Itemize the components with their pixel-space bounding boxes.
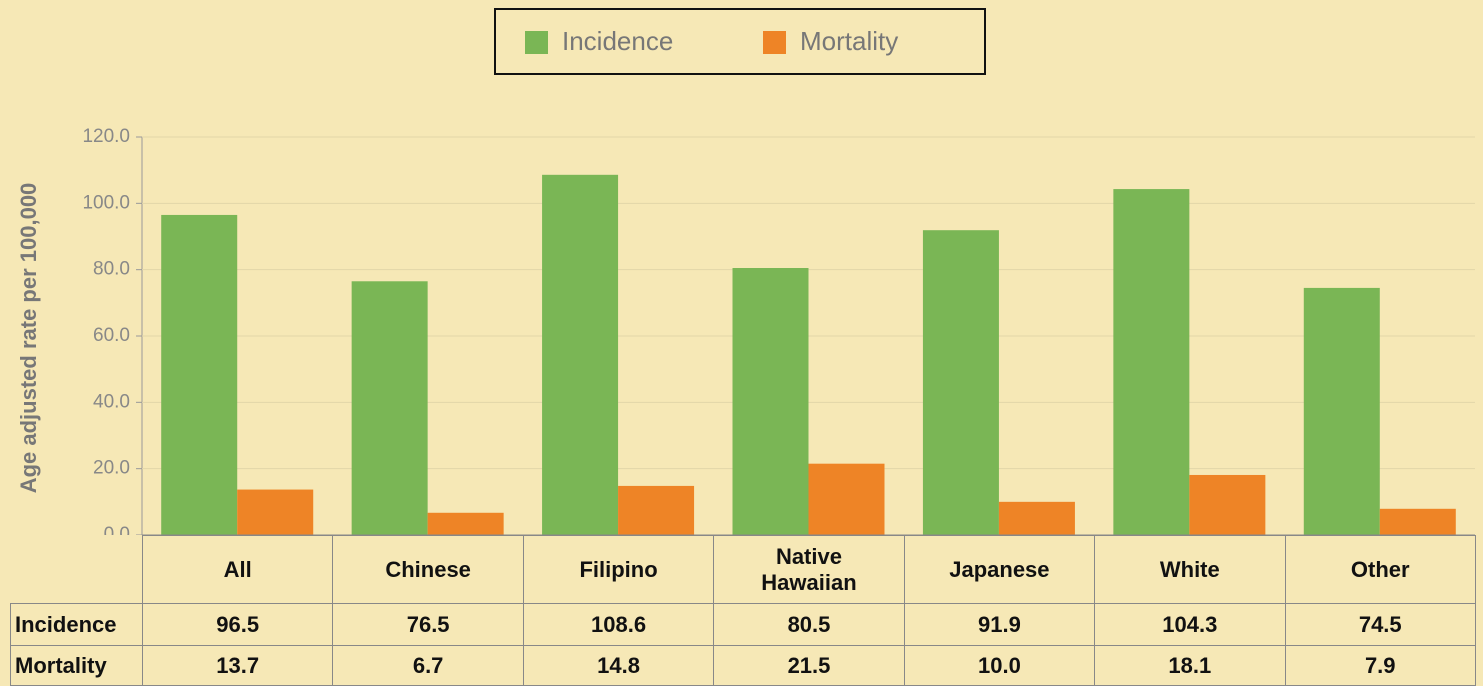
category-cell: Japanese	[903, 535, 1096, 604]
y-tick-label: 120.0	[82, 126, 130, 147]
header-row: All Chinese Filipino Native Hawaiian Japanes…	[11, 535, 1476, 604]
table-value: 21.5	[713, 645, 905, 686]
y-tick-label: 40.0	[93, 391, 130, 412]
category-label: All	[223, 556, 252, 582]
bar	[237, 489, 314, 535]
table-value: 10.0	[903, 645, 1096, 686]
category-cell: Other	[1284, 535, 1476, 604]
table-value: 108.6	[522, 603, 715, 646]
category-label: Japanese	[949, 556, 1050, 582]
category-cell: Filipino	[522, 535, 715, 604]
legend-swatch	[525, 31, 548, 54]
category-cell: Chinese	[332, 535, 524, 604]
bar	[427, 512, 504, 535]
chart: Age adjusted rate per 100,000 0.0 20.0 40.…	[16, 8, 1475, 535]
bar	[998, 501, 1075, 535]
table-value: 6.7	[332, 645, 524, 686]
category-label: Filipino	[579, 556, 658, 582]
category-cell: All	[141, 535, 334, 604]
table-value: 18.1	[1094, 645, 1286, 686]
table-value: 80.5	[713, 603, 905, 646]
table-value: 76.5	[332, 603, 524, 646]
bar	[922, 230, 999, 535]
legend-label: Incidence	[562, 26, 673, 56]
category-label: Chinese	[385, 556, 471, 582]
table-value: 104.3	[1094, 603, 1286, 646]
y-tick-label: 100.0	[82, 192, 130, 213]
bar	[1303, 287, 1380, 535]
row-label: Mortality	[10, 645, 143, 686]
bar	[1189, 474, 1266, 535]
table-value: 14.8	[522, 645, 715, 686]
table-value: 91.9	[903, 603, 1096, 646]
category-label: Other	[1350, 556, 1410, 582]
bar	[1113, 189, 1190, 535]
y-tick-label: 0.0	[104, 524, 130, 535]
legend-label: Mortality	[800, 26, 898, 56]
y-tick-label: 60.0	[93, 325, 130, 346]
bar	[542, 174, 619, 535]
y-tick-label: 80.0	[93, 259, 130, 280]
category-cell: Native Hawaiian	[713, 535, 905, 604]
data-table: All Chinese Filipino Native Hawaiian Japanes…	[10, 535, 1476, 686]
table-value: 74.5	[1284, 603, 1476, 646]
table-value: 7.9	[1284, 645, 1476, 686]
bar	[732, 268, 809, 535]
data-row: Incidence 96.5 76.5 108.6 80.5 91.9 104.3 74.5	[10, 603, 1476, 646]
table-value: 13.7	[141, 645, 334, 686]
y-axis-label: Age adjusted rate per 100,000	[16, 183, 41, 494]
category-label: Native Hawaiian	[761, 543, 857, 595]
bar	[161, 214, 238, 535]
category-cell: White	[1094, 535, 1286, 604]
category-label: White	[1159, 556, 1220, 582]
data-row: Mortality 13.7 6.7 14.8 21.5 10.0 18.1 7.9	[10, 645, 1476, 686]
bar	[1379, 508, 1456, 535]
bar	[618, 485, 695, 535]
legend-swatch	[763, 31, 786, 54]
y-tick-label: 20.0	[93, 458, 130, 479]
row-label: Incidence	[10, 603, 143, 646]
bar	[351, 281, 428, 535]
table-value: 96.5	[141, 603, 334, 646]
corner-cell	[11, 536, 143, 604]
legend-box	[494, 8, 986, 75]
bar	[808, 463, 885, 535]
